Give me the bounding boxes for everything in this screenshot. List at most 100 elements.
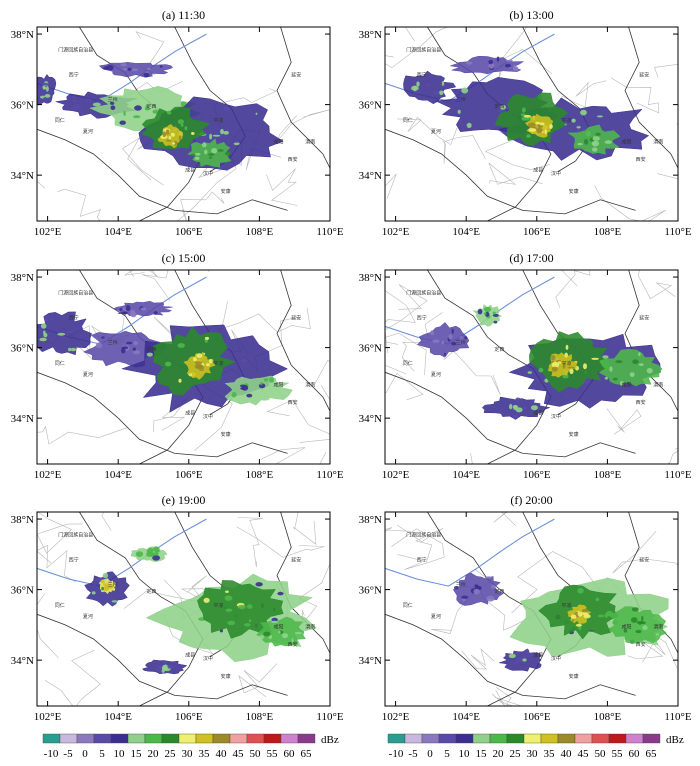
echo-cell — [71, 99, 78, 103]
x-tick-label: 106°E — [175, 469, 203, 481]
echo-cell — [159, 65, 163, 68]
echo-cell — [512, 414, 518, 419]
colorbar-tick-label: 50 — [595, 748, 607, 760]
city-label: 安康 — [569, 673, 579, 680]
echo-cell — [488, 62, 495, 69]
x-tick-label: 110°E — [316, 711, 343, 723]
panel-frame — [384, 511, 679, 707]
city-label: 咸阳 — [274, 623, 284, 630]
colorbar-tick-label: -10 — [389, 748, 404, 760]
county-border — [385, 284, 428, 354]
x-tick-label: 106°E — [523, 226, 551, 238]
echo-cell — [416, 81, 420, 87]
echo-cell — [225, 590, 229, 593]
y-tick-label: 36°N — [11, 100, 34, 112]
city-label: 西安 — [636, 641, 646, 648]
echo-cell — [631, 607, 639, 612]
y-tick-label: 36°N — [359, 585, 382, 597]
city-label: 门源回族自治县 — [406, 532, 441, 539]
echo-cell — [451, 342, 457, 346]
x-tick-label: 102°E — [382, 226, 410, 238]
echo-cell — [227, 620, 236, 626]
echo-cell — [524, 649, 530, 655]
echo-cell — [203, 597, 210, 603]
echo-cell — [526, 134, 531, 138]
county-border — [401, 312, 443, 372]
echo-cell — [491, 584, 496, 589]
y-tick-label: 34°N — [359, 655, 382, 667]
echo-cell — [508, 653, 516, 659]
echo-cell — [565, 344, 569, 350]
echo-cell — [39, 337, 47, 342]
echo-cell — [278, 630, 281, 634]
echo-cell — [140, 307, 147, 311]
echo-cell — [241, 384, 249, 391]
county-border — [266, 399, 330, 443]
colorbar-swatch — [229, 733, 248, 744]
colorbar-tick-label: 45 — [578, 748, 590, 760]
county-border — [391, 528, 445, 570]
echo-cell — [100, 580, 105, 584]
echo-cell — [173, 140, 178, 146]
city-label: 渭南 — [305, 138, 315, 145]
x-tick-label: 106°E — [523, 469, 551, 481]
colorbar-swatch — [59, 733, 78, 744]
colorbar-swatch — [127, 733, 146, 744]
city-label: 西宁 — [69, 314, 79, 321]
county-border — [555, 270, 591, 308]
colorbar-swatch — [438, 733, 457, 744]
city-label: 夏河 — [83, 128, 93, 135]
echo-cell — [592, 147, 598, 152]
echo-cell — [166, 139, 172, 142]
echo-cell — [156, 665, 164, 668]
echo-cell — [101, 336, 105, 339]
echo-cell — [592, 136, 600, 142]
colorbar-swatch — [93, 733, 112, 744]
echo-cell — [655, 633, 659, 636]
colorbar-swatch — [642, 733, 661, 744]
echo-cell — [125, 305, 131, 312]
county-border — [654, 64, 678, 125]
echo-cell — [577, 142, 583, 146]
echo-cell — [632, 359, 639, 365]
echo-cell — [37, 86, 40, 93]
echo-cell — [246, 393, 253, 398]
county-border — [397, 524, 444, 563]
colorbar-tick-label: 40 — [216, 748, 228, 760]
province-border — [427, 270, 552, 464]
echo-cell — [597, 614, 605, 618]
echo-region — [598, 348, 663, 387]
city-label: 咸阳 — [274, 381, 284, 388]
panel-frame — [36, 26, 331, 222]
echo-cell — [572, 618, 575, 622]
city-label: 门源回族自治县 — [406, 47, 441, 54]
echo-cell — [454, 586, 459, 590]
echo-cell — [595, 597, 600, 602]
echo-cell — [135, 551, 144, 557]
echo-cell — [604, 140, 612, 144]
colorbar-tick-label: 20 — [493, 748, 505, 760]
city-label: 平凉 — [562, 602, 572, 609]
echo-cell — [623, 628, 628, 633]
echo-cell — [539, 122, 545, 126]
city-label: 平凉 — [214, 117, 224, 124]
city-label: 汉中 — [203, 170, 213, 177]
echo-cell — [153, 311, 158, 315]
panel-title: (c) 15:00 — [162, 251, 206, 265]
city-label: 平凉 — [562, 360, 572, 367]
city-label: 咸阳 — [274, 138, 284, 145]
echo-cell — [558, 361, 562, 364]
x-tick-label: 108°E — [246, 469, 274, 481]
echo-cell — [134, 105, 142, 111]
colorbar-tick-label: 65 — [646, 748, 658, 760]
colorbar-tick-label: 35 — [544, 748, 556, 760]
echo-cell — [535, 377, 539, 382]
echo-cell — [209, 358, 213, 364]
echo-cell — [40, 323, 47, 329]
echo-cell — [620, 380, 624, 386]
county-border — [266, 168, 298, 206]
echo-cell — [92, 102, 101, 107]
